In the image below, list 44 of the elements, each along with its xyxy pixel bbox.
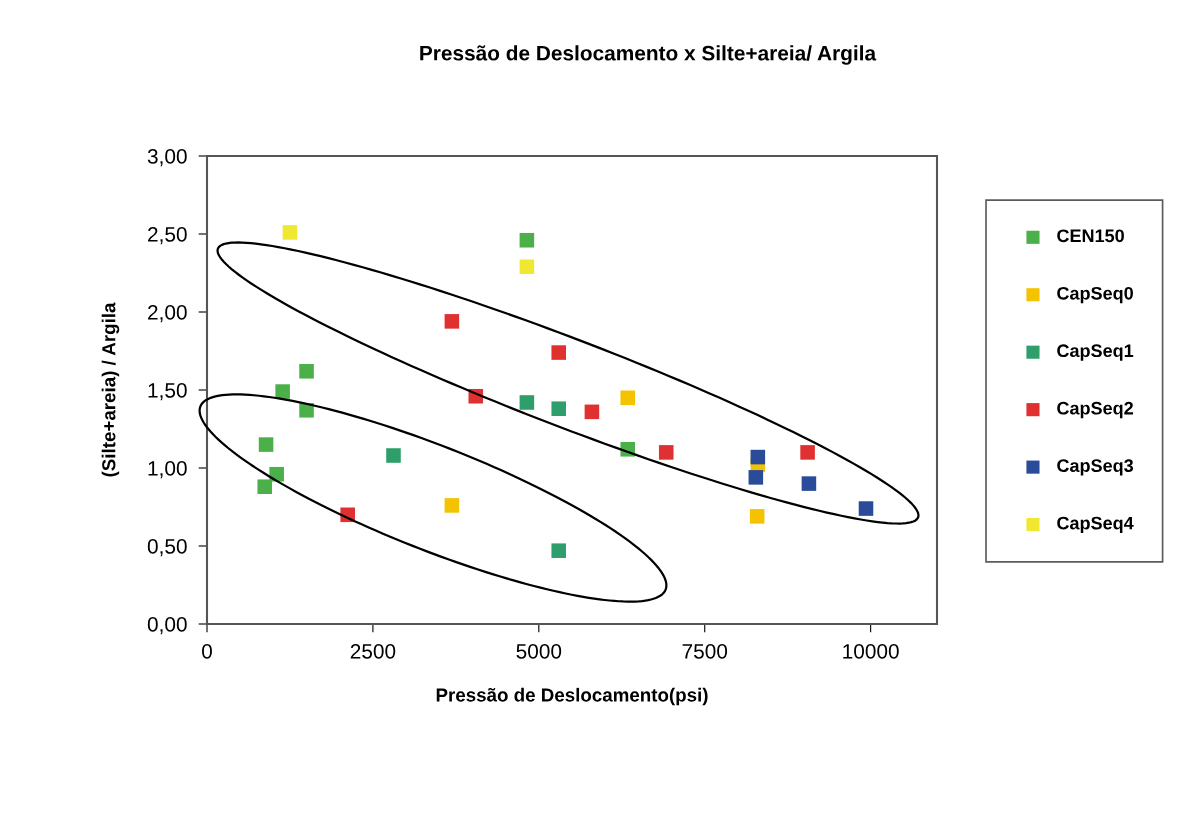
point: [257, 479, 273, 494]
x-tick-label: 2500: [350, 643, 396, 659]
point: [800, 445, 815, 460]
point: [750, 449, 766, 465]
y-tick-label: 3,00: [147, 149, 187, 167]
point: [275, 384, 290, 399]
point: [444, 314, 460, 329]
point: [519, 259, 535, 275]
point: [551, 345, 567, 360]
legend-label: CEN150: [1057, 229, 1124, 243]
point: [551, 543, 567, 558]
point: [519, 232, 535, 248]
point: [584, 404, 600, 420]
point: [386, 448, 401, 463]
y-tick-label: 0,00: [147, 617, 187, 635]
legend-label: CapSeq2: [1057, 401, 1133, 419]
x-tick-label: 10000: [843, 643, 899, 659]
legend-label: CapSeq4: [1057, 516, 1134, 534]
y-tick-label: 2,00: [148, 305, 187, 323]
point: [658, 445, 674, 460]
point: [858, 501, 874, 516]
legend-label: CapSeq0: [1057, 286, 1133, 304]
y-tick-label: 2,50: [148, 227, 187, 245]
point: [444, 498, 460, 513]
point: [749, 509, 765, 524]
x-axis-title: Pressão de Deslocamento(psi): [436, 687, 708, 706]
x-tick-label: 7500: [682, 643, 728, 659]
chart-title: Pressão de Deslocamento x Silte+areia/ Argila: [420, 45, 877, 65]
y-tick-label: 1,00: [148, 461, 187, 479]
y-axis-title: (Silte+areia) / Argila: [101, 302, 120, 477]
point: [801, 476, 817, 491]
point: [299, 364, 314, 379]
legend-label: CapSeq3: [1057, 459, 1134, 476]
x-tick-label: 0: [202, 643, 212, 659]
y-tick-label: 0,50: [147, 539, 187, 557]
legend-label: CapSeq1: [1057, 344, 1134, 361]
point: [620, 390, 636, 406]
point: [551, 401, 567, 416]
point: [748, 470, 764, 485]
x-tick-label: 5000: [516, 643, 562, 659]
point: [282, 225, 298, 240]
point: [519, 395, 535, 410]
y-tick-label: 1,50: [148, 383, 187, 401]
point: [258, 437, 274, 452]
